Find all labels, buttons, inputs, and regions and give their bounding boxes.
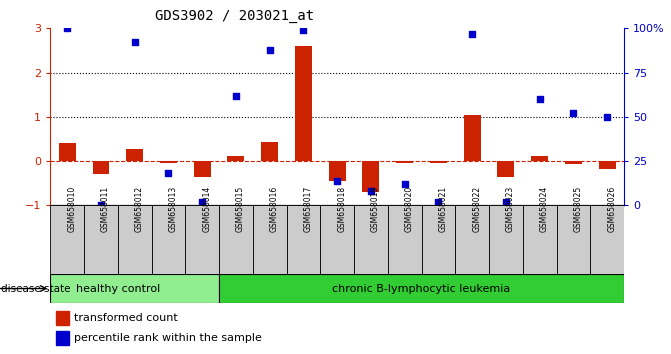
Bar <box>295 46 312 161</box>
Text: GDS3902 / 203021_at: GDS3902 / 203021_at <box>155 9 315 23</box>
Text: GSM658013: GSM658013 <box>168 185 177 232</box>
Bar <box>421 205 456 274</box>
Bar <box>219 274 624 303</box>
Bar <box>126 149 143 161</box>
Text: GSM658022: GSM658022 <box>472 186 481 232</box>
Bar <box>354 205 388 274</box>
Bar <box>489 205 523 274</box>
Point <box>602 114 613 120</box>
Bar <box>261 142 278 161</box>
Point <box>433 199 444 205</box>
Bar <box>56 312 68 325</box>
Bar <box>59 143 76 161</box>
Bar <box>329 161 346 181</box>
Text: percentile rank within the sample: percentile rank within the sample <box>74 333 262 343</box>
Point <box>501 199 511 205</box>
Bar <box>160 161 177 163</box>
Text: GSM658020: GSM658020 <box>405 185 414 232</box>
Bar <box>152 205 185 274</box>
Point <box>231 93 242 98</box>
Bar <box>430 161 447 163</box>
Point <box>197 199 207 205</box>
Point <box>298 27 309 33</box>
Bar <box>50 274 219 303</box>
Text: GSM658023: GSM658023 <box>506 185 515 232</box>
Point <box>95 202 106 208</box>
Bar <box>599 161 615 169</box>
Bar <box>194 161 211 177</box>
Point <box>467 31 478 36</box>
Text: GSM658011: GSM658011 <box>101 186 110 232</box>
Point <box>331 178 342 183</box>
Text: GSM658010: GSM658010 <box>67 185 76 232</box>
Point <box>130 40 140 45</box>
Text: GSM658019: GSM658019 <box>371 185 380 232</box>
Bar <box>464 115 480 161</box>
Point <box>62 25 72 31</box>
Point <box>399 181 410 187</box>
Bar <box>227 156 244 161</box>
Text: GSM658014: GSM658014 <box>202 185 211 232</box>
Bar <box>185 205 219 274</box>
Point <box>264 47 275 52</box>
Text: chronic B-lymphocytic leukemia: chronic B-lymphocytic leukemia <box>332 284 511 293</box>
Point <box>366 188 376 194</box>
Bar <box>56 331 68 345</box>
Text: GSM658026: GSM658026 <box>607 185 616 232</box>
Bar <box>556 205 590 274</box>
Text: transformed count: transformed count <box>74 313 178 323</box>
Text: GSM658018: GSM658018 <box>337 186 346 232</box>
Text: GSM658024: GSM658024 <box>539 185 549 232</box>
Bar <box>219 205 253 274</box>
Bar <box>287 205 320 274</box>
Bar <box>362 161 379 192</box>
Point <box>534 96 545 102</box>
Bar <box>50 205 84 274</box>
Bar <box>320 205 354 274</box>
Text: GSM658021: GSM658021 <box>438 186 448 232</box>
Point <box>568 110 579 116</box>
Point <box>163 171 174 176</box>
Text: GSM658015: GSM658015 <box>236 185 245 232</box>
Text: healthy control: healthy control <box>76 284 160 293</box>
Bar <box>531 156 548 161</box>
Bar <box>93 161 109 175</box>
Bar <box>388 205 421 274</box>
Bar <box>456 205 489 274</box>
Bar <box>253 205 287 274</box>
Text: GSM658012: GSM658012 <box>135 186 144 232</box>
Bar <box>118 205 152 274</box>
Text: GSM658016: GSM658016 <box>270 185 278 232</box>
Bar <box>84 205 118 274</box>
Bar <box>523 205 556 274</box>
Bar <box>565 161 582 164</box>
Bar <box>397 161 413 163</box>
Text: GSM658025: GSM658025 <box>574 185 582 232</box>
Bar <box>497 161 515 177</box>
Bar <box>590 205 624 274</box>
Text: GSM658017: GSM658017 <box>303 185 313 232</box>
Text: disease state: disease state <box>1 284 70 293</box>
